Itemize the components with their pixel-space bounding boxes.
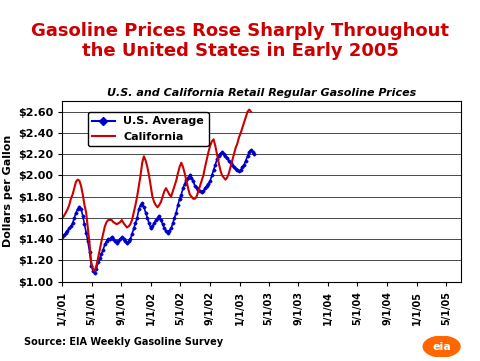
Legend: U.S. Average, California: U.S. Average, California (88, 112, 209, 147)
Circle shape (423, 336, 460, 357)
Text: Source: EIA Weekly Gasoline Survey: Source: EIA Weekly Gasoline Survey (24, 336, 223, 347)
Text: eia: eia (432, 342, 451, 352)
Title: U.S. and California Retail Regular Gasoline Prices: U.S. and California Retail Regular Gasol… (107, 87, 416, 97)
Text: Gasoline Prices Rose Sharply Throughout
the United States in Early 2005: Gasoline Prices Rose Sharply Throughout … (31, 22, 449, 60)
Y-axis label: Dollars per Gallon: Dollars per Gallon (2, 135, 12, 247)
